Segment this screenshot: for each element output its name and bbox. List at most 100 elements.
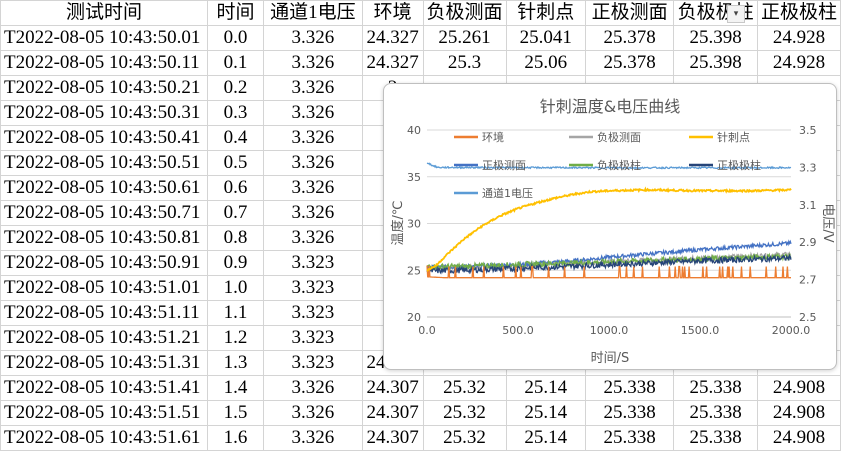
column-header[interactable]: 通道1电压 xyxy=(262,0,363,26)
table-cell[interactable]: 3.326 xyxy=(262,50,363,76)
table-cell[interactable]: 3.326 xyxy=(262,100,363,126)
table-cell[interactable]: 3.326 xyxy=(262,200,363,226)
column-header[interactable]: 测试时间 xyxy=(0,0,208,26)
table-cell[interactable]: 1.6 xyxy=(206,425,264,451)
table-cell[interactable]: 25.338 xyxy=(584,375,675,401)
table-cell[interactable]: 3.326 xyxy=(262,175,363,201)
filter-dropdown-icon[interactable]: ▾ xyxy=(727,5,745,23)
table-cell[interactable]: 24.908 xyxy=(756,400,841,426)
table-cell[interactable]: 25.338 xyxy=(673,400,758,426)
table-cell[interactable]: 3.326 xyxy=(262,125,363,151)
table-cell[interactable]: 0.8 xyxy=(206,225,264,251)
table-cell[interactable]: 3.323 xyxy=(262,350,363,376)
table-cell[interactable]: 24.307 xyxy=(361,400,424,426)
column-header[interactable]: 负极测面 xyxy=(422,0,507,26)
table-cell[interactable]: 0.0 xyxy=(206,25,264,51)
table-cell[interactable]: 3.326 xyxy=(262,75,363,101)
table-cell[interactable]: T2022-08-05 10:43:51.01 xyxy=(0,275,208,301)
table-cell[interactable]: T2022-08-05 10:43:51.11 xyxy=(0,300,208,326)
chart-container[interactable]: 针刺温度&电压曲线 环境 负极测面 针刺点 正极测面 负极极柱 正极极柱 通道1电压 20 2… xyxy=(383,83,837,370)
table-cell[interactable]: T2022-08-05 10:43:50.01 xyxy=(0,25,208,51)
table-cell[interactable]: 25.32 xyxy=(422,375,507,401)
table-cell[interactable]: 3.323 xyxy=(262,250,363,276)
table-cell[interactable]: 25.041 xyxy=(505,25,586,51)
table-cell[interactable]: 25.261 xyxy=(422,25,507,51)
table-cell[interactable]: 25.14 xyxy=(505,400,586,426)
x-tick-label: 2000.0 xyxy=(772,324,811,337)
table-cell[interactable]: 3.326 xyxy=(262,150,363,176)
column-header[interactable]: 针刺点 xyxy=(505,0,586,26)
table-cell[interactable]: 0.5 xyxy=(206,150,264,176)
table-cell[interactable]: 24.307 xyxy=(361,425,424,451)
table-cell[interactable]: 3.326 xyxy=(262,25,363,51)
table-cell[interactable]: 3.326 xyxy=(262,375,363,401)
table-cell[interactable]: 24.908 xyxy=(756,375,841,401)
table-cell[interactable]: 3.323 xyxy=(262,325,363,351)
table-cell[interactable]: 0.2 xyxy=(206,75,264,101)
column-header[interactable]: 正极测面 xyxy=(584,0,675,26)
legend-label: 针刺点 xyxy=(717,130,750,144)
table-cell[interactable]: 24.307 xyxy=(361,375,424,401)
table-cell[interactable]: T2022-08-05 10:43:50.51 xyxy=(0,150,208,176)
table-cell[interactable]: T2022-08-05 10:43:51.51 xyxy=(0,400,208,426)
table-cell[interactable]: 0.9 xyxy=(206,250,264,276)
table-cell[interactable]: 0.1 xyxy=(206,50,264,76)
table-cell[interactable]: T2022-08-05 10:43:51.41 xyxy=(0,375,208,401)
table-cell[interactable]: 0.6 xyxy=(206,175,264,201)
column-header[interactable]: 时间 xyxy=(206,0,264,26)
table-cell[interactable]: T2022-08-05 10:43:51.61 xyxy=(0,425,208,451)
table-cell[interactable]: 3.323 xyxy=(262,275,363,301)
table-cell[interactable]: 25.14 xyxy=(505,375,586,401)
table-cell[interactable]: 25.338 xyxy=(584,425,675,451)
table-cell[interactable]: 25.338 xyxy=(584,400,675,426)
table-cell[interactable]: T2022-08-05 10:43:50.61 xyxy=(0,175,208,201)
table-cell[interactable]: 25.378 xyxy=(584,25,675,51)
table-cell[interactable]: 25.338 xyxy=(673,425,758,451)
table-cell[interactable]: 24.327 xyxy=(361,25,424,51)
y-tick-label: 30 xyxy=(407,218,421,231)
table-cell[interactable]: 24.327 xyxy=(361,50,424,76)
table-cell[interactable]: 24.928 xyxy=(756,25,841,51)
table-cell[interactable]: T2022-08-05 10:43:50.31 xyxy=(0,100,208,126)
table-cell[interactable]: 3.326 xyxy=(262,225,363,251)
table-cell[interactable]: 25.398 xyxy=(673,25,758,51)
table-cell[interactable]: T2022-08-05 10:43:50.41 xyxy=(0,125,208,151)
table-cell[interactable]: 24.928 xyxy=(756,50,841,76)
table-cell[interactable]: 25.3 xyxy=(422,50,507,76)
table-cell[interactable]: 3.323 xyxy=(262,300,363,326)
table-cell[interactable]: 0.7 xyxy=(206,200,264,226)
series-line xyxy=(426,186,792,272)
table-cell[interactable]: 1.2 xyxy=(206,325,264,351)
y-tick-label: 20 xyxy=(407,311,421,324)
table-cell[interactable]: T2022-08-05 10:43:51.21 xyxy=(0,325,208,351)
table-cell[interactable]: T2022-08-05 10:43:50.71 xyxy=(0,200,208,226)
table-cell[interactable]: T2022-08-05 10:43:51.31 xyxy=(0,350,208,376)
table-cell[interactable]: 25.378 xyxy=(584,50,675,76)
table-cell[interactable]: 3.326 xyxy=(262,400,363,426)
legend-label: 正极极柱 xyxy=(717,158,761,172)
table-cell[interactable]: 25.398 xyxy=(673,50,758,76)
table-cell[interactable]: 1.4 xyxy=(206,375,264,401)
table-cell[interactable]: 1.5 xyxy=(206,400,264,426)
table-cell[interactable]: 25.14 xyxy=(505,425,586,451)
table-cell[interactable]: T2022-08-05 10:43:50.81 xyxy=(0,225,208,251)
table-cell[interactable]: 0.3 xyxy=(206,100,264,126)
table-cell[interactable]: 1.0 xyxy=(206,275,264,301)
table-cell[interactable]: 1.1 xyxy=(206,300,264,326)
table-cell[interactable]: 3.326 xyxy=(262,425,363,451)
table-cell[interactable]: T2022-08-05 10:43:50.21 xyxy=(0,75,208,101)
table-cell[interactable]: 25.338 xyxy=(673,375,758,401)
table-cell[interactable]: T2022-08-05 10:43:50.11 xyxy=(0,50,208,76)
table-cell[interactable]: 25.06 xyxy=(505,50,586,76)
table-cell[interactable]: 25.32 xyxy=(422,425,507,451)
chart-plot-area xyxy=(426,162,792,279)
table-cell[interactable]: 25.32 xyxy=(422,400,507,426)
table-cell[interactable]: 24.908 xyxy=(756,425,841,451)
column-header[interactable]: 正极极柱 xyxy=(756,0,841,26)
column-header[interactable]: 环境 xyxy=(361,0,424,26)
table-cell[interactable]: 1.3 xyxy=(206,350,264,376)
table-cell[interactable]: 0.4 xyxy=(206,125,264,151)
table-row: T2022-08-05 10:43:50.11 0.1 3.326 24.327 25.… xyxy=(0,50,841,76)
table-row: T2022-08-05 10:43:51.61 1.6 3.326 24.307 25.… xyxy=(0,425,841,451)
table-cell[interactable]: T2022-08-05 10:43:50.91 xyxy=(0,250,208,276)
